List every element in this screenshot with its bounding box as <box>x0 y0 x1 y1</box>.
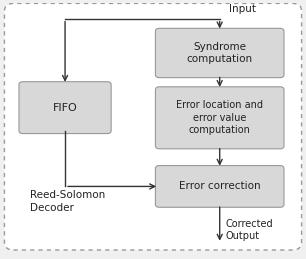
Text: Syndrome
computation: Syndrome computation <box>187 42 253 64</box>
FancyBboxPatch shape <box>4 3 302 250</box>
Text: Error correction: Error correction <box>179 182 260 191</box>
FancyBboxPatch shape <box>155 28 284 78</box>
Text: Input: Input <box>229 4 256 13</box>
Text: Corrected
Output: Corrected Output <box>226 219 273 241</box>
FancyBboxPatch shape <box>19 82 111 134</box>
FancyBboxPatch shape <box>155 166 284 207</box>
Text: FIFO: FIFO <box>53 103 77 113</box>
Text: Reed-Solomon
Decoder: Reed-Solomon Decoder <box>30 190 106 213</box>
Text: Error location and
error value
computation: Error location and error value computati… <box>176 100 263 135</box>
FancyBboxPatch shape <box>155 87 284 149</box>
